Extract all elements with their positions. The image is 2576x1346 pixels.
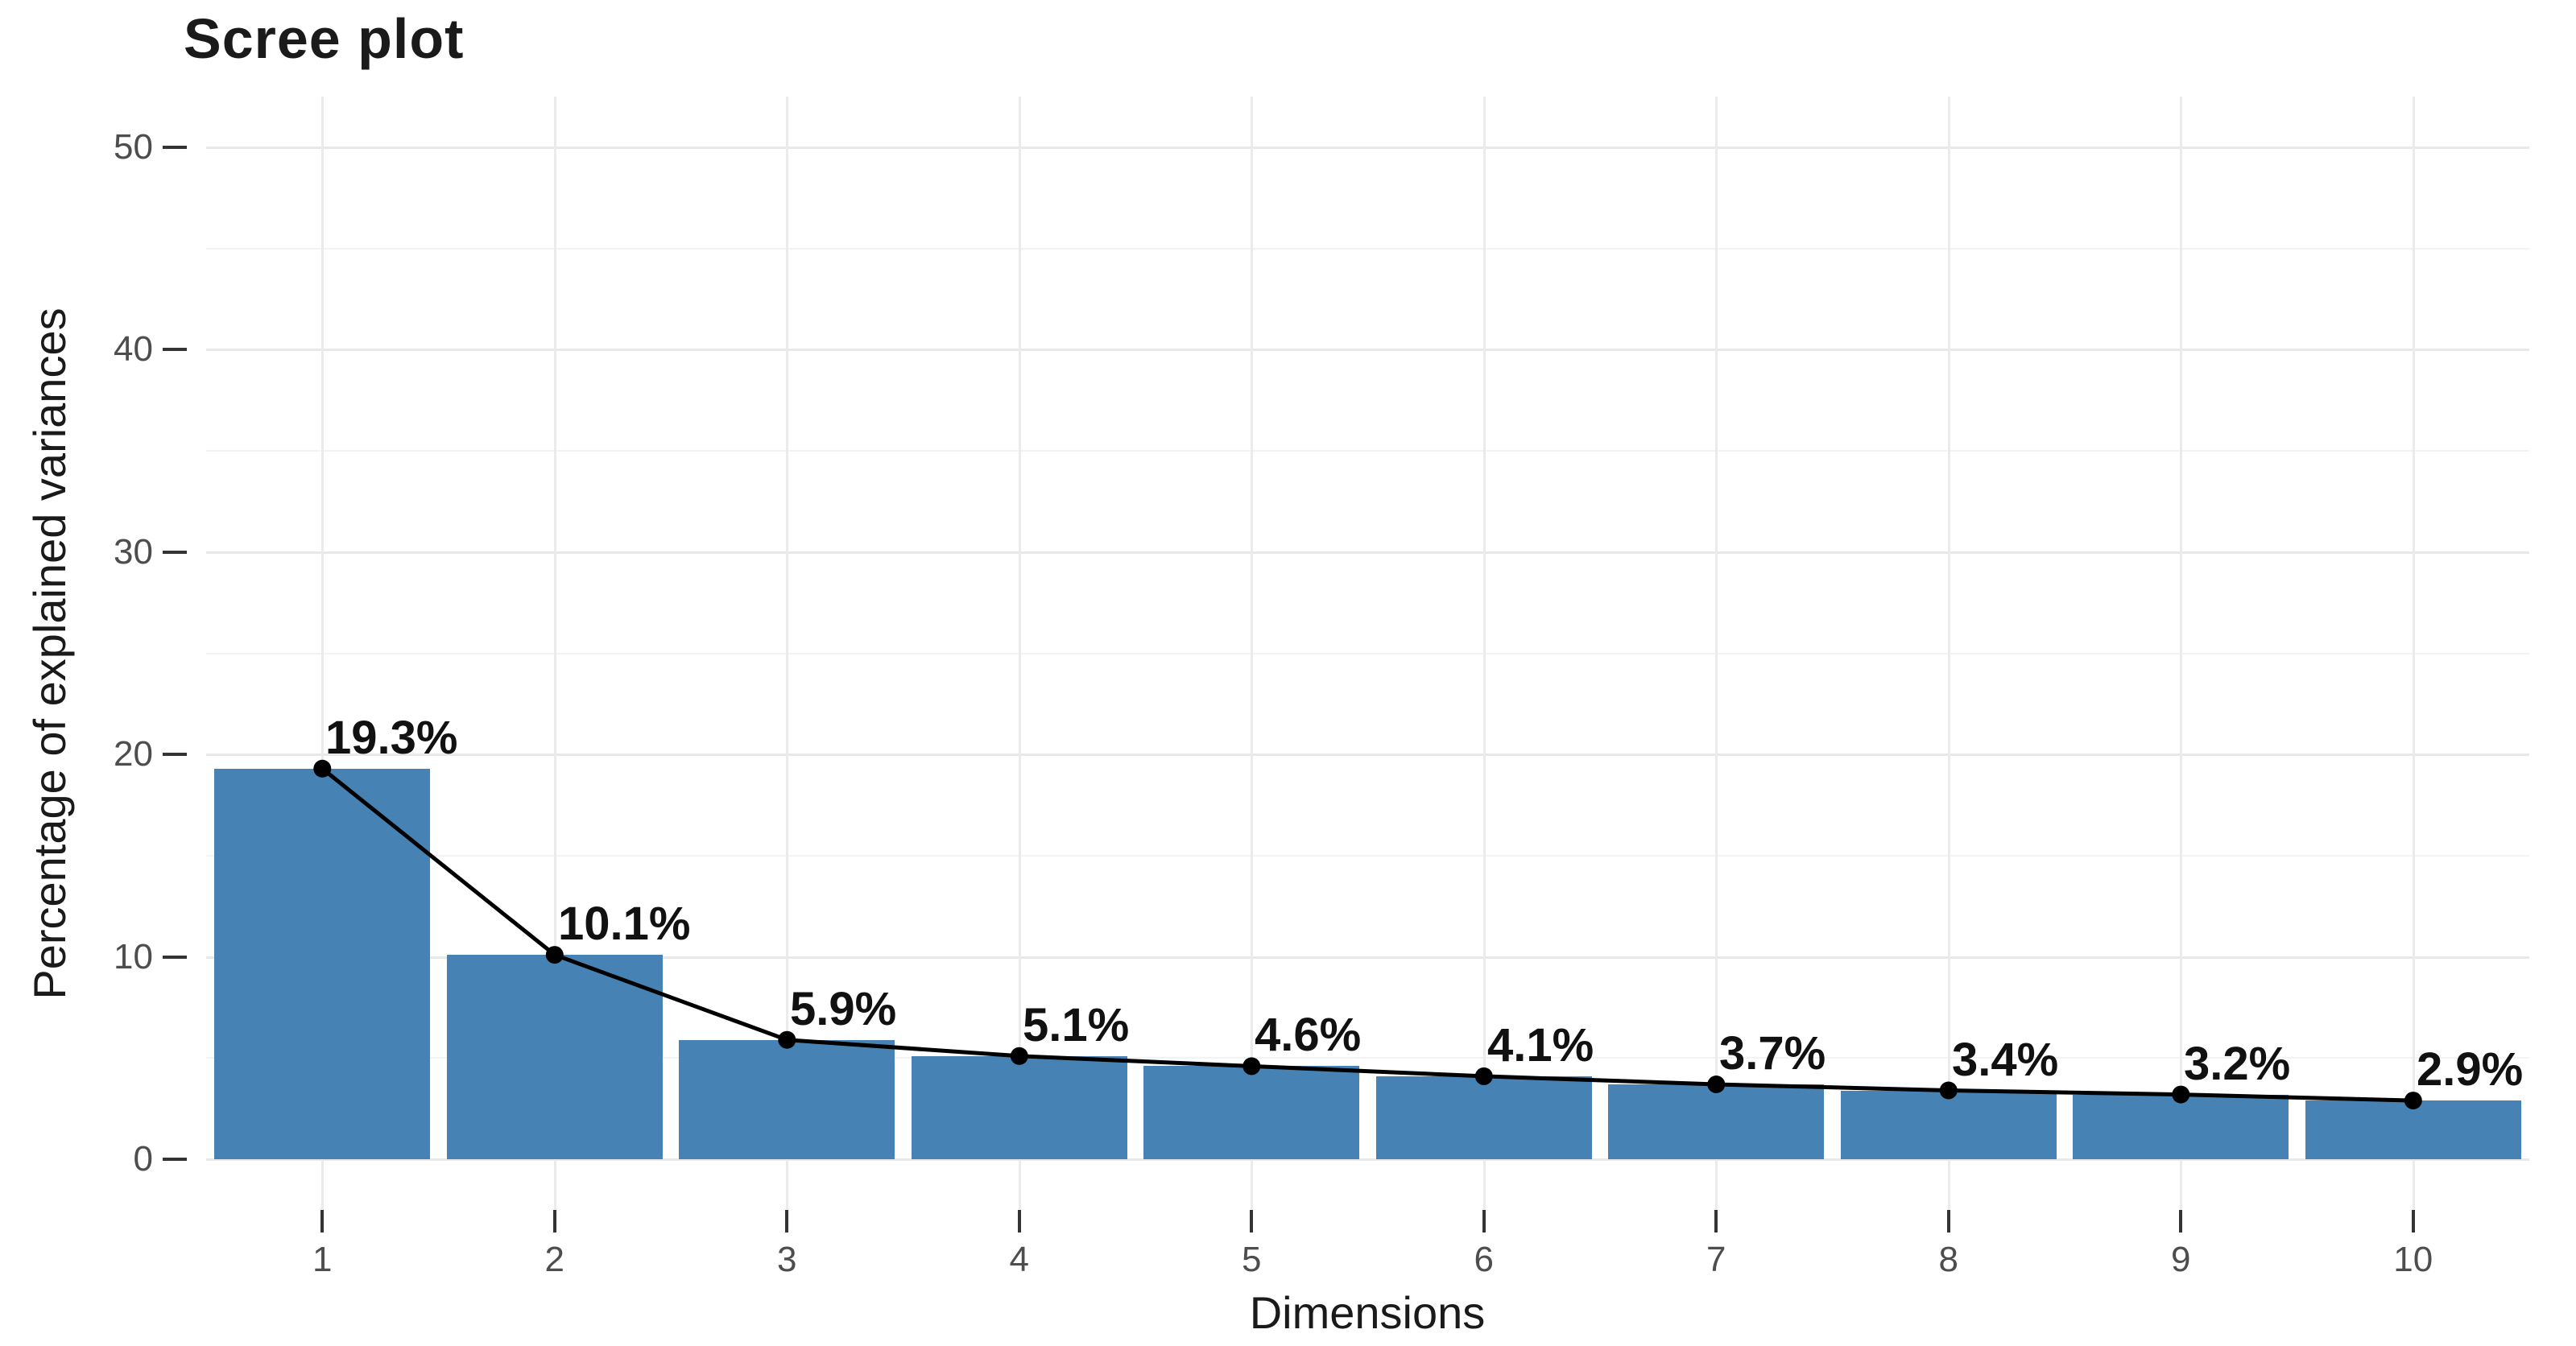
point-value-label: 4.1% bbox=[1487, 1019, 1594, 1071]
x-tick-label: 9 bbox=[2171, 1240, 2191, 1279]
point-value-label: 2.9% bbox=[2417, 1043, 2524, 1096]
gridline-vertical bbox=[1018, 97, 1021, 1210]
point-value-label: 4.6% bbox=[1255, 1009, 1362, 1061]
x-axis-tick bbox=[320, 1210, 325, 1232]
gridline-horizontal-major bbox=[206, 754, 2529, 757]
gridline-vertical bbox=[553, 97, 556, 1210]
gridline-vertical bbox=[1947, 97, 1950, 1210]
gridline-vertical bbox=[1715, 97, 1718, 1210]
gridline-horizontal-major bbox=[206, 147, 2529, 149]
gridline-vertical bbox=[1482, 97, 1486, 1210]
bar-dimension-6 bbox=[1376, 1076, 1592, 1159]
point-value-label: 3.7% bbox=[1719, 1027, 1826, 1080]
gridline-vertical bbox=[321, 97, 325, 1210]
bar-dimension-9 bbox=[2073, 1095, 2289, 1159]
gridline-horizontal-minor bbox=[206, 247, 2529, 250]
gridline-vertical bbox=[786, 97, 789, 1210]
y-axis-tick bbox=[163, 753, 187, 757]
x-axis-tick bbox=[1017, 1210, 1021, 1232]
y-axis-tick bbox=[163, 1158, 187, 1161]
y-tick-label: 30 bbox=[114, 531, 153, 572]
bar-dimension-3 bbox=[679, 1040, 895, 1159]
bar-dimension-2 bbox=[447, 955, 663, 1159]
x-tick-label: 7 bbox=[1706, 1240, 1726, 1279]
point-value-label: 10.1% bbox=[558, 898, 691, 950]
x-axis-title: Dimensions bbox=[1249, 1287, 1486, 1338]
y-tick-label: 20 bbox=[114, 734, 153, 774]
x-axis-tick bbox=[1946, 1210, 1950, 1232]
x-tick-label: 8 bbox=[1938, 1240, 1958, 1279]
x-tick-label: 1 bbox=[312, 1240, 333, 1279]
y-tick-label: 0 bbox=[133, 1139, 153, 1179]
x-tick-label: 5 bbox=[1242, 1240, 1262, 1279]
gridline-horizontal-major bbox=[206, 551, 2529, 554]
point-value-label: 3.4% bbox=[1952, 1034, 2059, 1086]
point-value-label: 5.9% bbox=[790, 983, 897, 1035]
y-axis-tick bbox=[163, 146, 187, 149]
y-axis-tick bbox=[163, 550, 187, 554]
x-axis-tick bbox=[1714, 1210, 1718, 1232]
x-axis-tick bbox=[1482, 1210, 1486, 1232]
gridline-horizontal-major bbox=[206, 349, 2529, 352]
y-axis-tick bbox=[163, 955, 187, 959]
bar-dimension-1 bbox=[214, 769, 430, 1159]
x-axis-tick bbox=[1250, 1210, 1254, 1232]
x-axis-tick bbox=[785, 1210, 789, 1232]
bar-dimension-7 bbox=[1608, 1084, 1824, 1159]
y-tick-label: 40 bbox=[114, 329, 153, 370]
x-axis-tick bbox=[2411, 1210, 2415, 1232]
plot-title: Scree plot bbox=[184, 7, 465, 70]
x-tick-label: 3 bbox=[777, 1240, 797, 1279]
point-value-label: 5.1% bbox=[1023, 999, 1130, 1051]
gridline-vertical bbox=[1251, 97, 1254, 1210]
bar-dimension-10 bbox=[2305, 1100, 2521, 1159]
point-value-label: 3.2% bbox=[2184, 1038, 2291, 1090]
y-tick-label: 10 bbox=[114, 936, 153, 976]
y-axis-tick bbox=[163, 348, 187, 352]
bar-dimension-8 bbox=[1841, 1091, 2057, 1159]
gridline-vertical bbox=[2412, 97, 2415, 1210]
x-tick-label: 2 bbox=[544, 1240, 564, 1279]
point-value-label: 19.3% bbox=[325, 712, 458, 764]
y-axis-title: Percentage of explained variances bbox=[24, 308, 75, 1000]
x-tick-label: 10 bbox=[2393, 1240, 2433, 1279]
gridline-horizontal-minor bbox=[206, 450, 2529, 452]
gridline-vertical bbox=[2180, 97, 2183, 1210]
x-tick-label: 4 bbox=[1009, 1240, 1029, 1279]
gridline-horizontal-major bbox=[206, 1158, 2529, 1161]
y-tick-label: 50 bbox=[114, 127, 153, 167]
x-tick-label: 6 bbox=[1474, 1240, 1494, 1279]
bar-dimension-5 bbox=[1143, 1066, 1359, 1159]
x-axis-tick bbox=[2179, 1210, 2183, 1232]
gridline-horizontal-minor bbox=[206, 652, 2529, 654]
x-axis-tick bbox=[552, 1210, 556, 1232]
bar-dimension-4 bbox=[912, 1056, 1127, 1159]
